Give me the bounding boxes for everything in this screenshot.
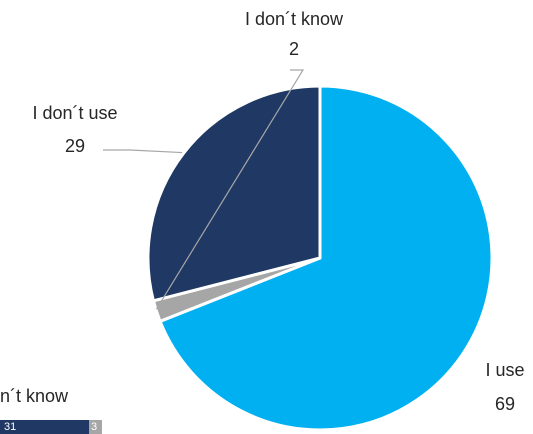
leader-lines bbox=[103, 69, 305, 310]
label-dont-use-name: I don´t use bbox=[32, 103, 117, 123]
label-dont-know-value: 2 bbox=[289, 39, 299, 59]
pie-slice-i-use bbox=[158, 84, 494, 429]
pie-slice-i-don-t-use bbox=[146, 84, 322, 303]
legend-fragment-segment-3: 3 bbox=[89, 420, 102, 434]
label-dont-know-name: I don´t know bbox=[245, 9, 344, 29]
legend-fragment-label: n´t know bbox=[0, 386, 69, 406]
pie-slices bbox=[146, 84, 494, 429]
leader-line-dont-know bbox=[155, 69, 305, 310]
label-use-value: 69 bbox=[495, 394, 515, 414]
legend-fragment-bar: 31 3 bbox=[0, 420, 102, 434]
label-dont-use-value: 29 bbox=[65, 136, 85, 156]
label-use-name: I use bbox=[485, 360, 524, 380]
leader-line-dont-use bbox=[103, 149, 183, 154]
legend-fragment-segment-31: 31 bbox=[0, 420, 89, 434]
